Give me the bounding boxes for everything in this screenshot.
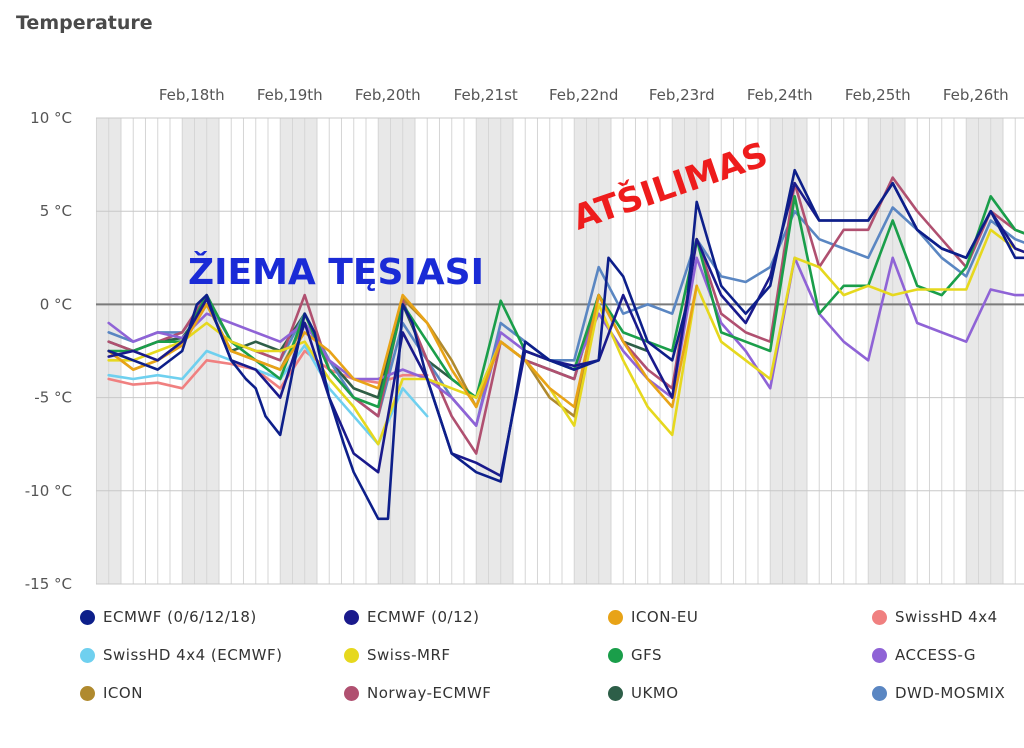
annotation-winter: ŽIEMA TĘSIASI (188, 251, 484, 293)
legend-dot-icon (872, 647, 887, 663)
legend-label: UKMO (631, 684, 679, 702)
x-tick-label: Feb,26th (943, 86, 1009, 104)
legend-dot-icon (80, 609, 95, 625)
legend-item[interactable]: Swiss-MRF (344, 646, 451, 664)
chart-title: Temperature (16, 12, 153, 34)
series-line-swiss-mrf (107, 228, 1024, 446)
x-tick-label: Feb,24th (747, 86, 813, 104)
legend-dot-icon (344, 685, 359, 701)
legend-item[interactable]: ECMWF (0/6/12/18) (80, 608, 257, 626)
legend-label: GFS (631, 646, 663, 664)
legend-item[interactable]: ACCESS-G (872, 646, 976, 664)
night-band (182, 118, 195, 584)
night-band (966, 118, 979, 584)
legend-dot-icon (344, 609, 359, 625)
legend-item[interactable]: ICON-EU (608, 608, 698, 626)
legend-item[interactable]: DWD-MOSMIX (872, 684, 1005, 702)
legend-item[interactable]: UKMO (608, 684, 679, 702)
y-tick-label: 5 °C (40, 202, 72, 220)
legend-dot-icon (872, 685, 887, 701)
legend-label: DWD-MOSMIX (895, 684, 1006, 702)
y-tick-label: 0 °C (40, 295, 72, 313)
legend-dot-icon (80, 685, 95, 701)
series-line-swisshd-4x4 (107, 349, 429, 390)
legend-dot-icon (608, 609, 623, 625)
series-line-icon-eu (107, 284, 699, 409)
legend-dot-icon (344, 647, 359, 663)
y-tick-label: 10 °C (30, 109, 72, 127)
x-tick-label: Feb,19th (257, 86, 323, 104)
legend-dot-icon (608, 647, 623, 663)
legend-label: Swiss-MRF (367, 646, 451, 664)
x-tick-label: Feb,20th (355, 86, 421, 104)
night-band (378, 118, 391, 584)
legend-label: SwissHD 4x4 (895, 608, 998, 626)
legend-label: Norway-ECMWF (367, 684, 492, 702)
series-line-access-g (107, 256, 1024, 427)
legend-label: SwissHD 4x4 (ECMWF) (103, 646, 283, 664)
x-tick-labels: Feb,18th Feb,19th Feb,20th Feb,21st Feb,22nd… (159, 86, 1009, 104)
legend-label: ICON (103, 684, 143, 702)
x-tick-label: Feb,22nd (549, 86, 618, 104)
y-tick-labels: 10 °C 5 °C 0 °C -5 °C -10 °C -15 °C (25, 109, 72, 593)
legend-item[interactable]: ECMWF (0/12) (344, 608, 480, 626)
y-tick-label: -15 °C (25, 575, 72, 593)
x-tick-label: Feb,21st (454, 86, 518, 104)
legend-item[interactable]: Norway-ECMWF (344, 684, 491, 702)
legend-label: ECMWF (0/12) (367, 608, 480, 626)
legend-item[interactable]: SwissHD 4x4 (ECMWF) (80, 646, 282, 664)
legend-item[interactable]: ICON (80, 684, 143, 702)
series-line-ecmwf-0-6-12-18 (107, 168, 1024, 521)
x-tick-label: Feb,23rd (649, 86, 715, 104)
legend-dot-icon (80, 647, 95, 663)
legend-label: ACCESS-G (895, 646, 977, 664)
legend-label: ECMWF (0/6/12/18) (103, 608, 257, 626)
legend-item[interactable]: GFS (608, 646, 662, 664)
chart-plot: Feb,18th Feb,19th Feb,20th Feb,21st Feb,22nd… (25, 86, 1024, 593)
series-lines (107, 168, 1024, 521)
x-tick-label: Feb,18th (159, 86, 225, 104)
x-tick-label: Feb,25th (845, 86, 911, 104)
night-band (868, 118, 881, 584)
legend-dot-icon (608, 685, 623, 701)
y-tick-label: -5 °C (34, 389, 72, 407)
legend-dot-icon (872, 609, 887, 625)
legend-label: ICON-EU (631, 608, 699, 626)
y-tick-label: -10 °C (25, 482, 72, 500)
legend-item[interactable]: SwissHD 4x4 (872, 608, 998, 626)
